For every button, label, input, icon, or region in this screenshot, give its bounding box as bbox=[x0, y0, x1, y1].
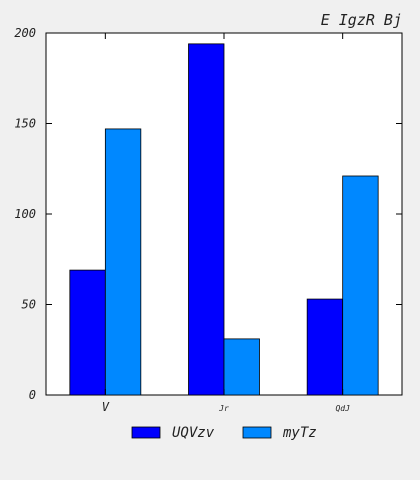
legend-swatch-uqvzv bbox=[131, 426, 161, 439]
x-axis: V Jr QdJ bbox=[102, 33, 350, 414]
x-tick-label: QdJ bbox=[335, 404, 350, 413]
legend-swatch-mytz bbox=[242, 426, 272, 439]
y-tick-label: 0 bbox=[29, 388, 36, 402]
bars-group bbox=[69, 43, 379, 396]
x-tick-label: Jr bbox=[218, 404, 229, 413]
y-tick-label: 150 bbox=[14, 117, 36, 131]
bar-uqvzv-jr bbox=[188, 43, 225, 396]
bar-uqvzv-qdj bbox=[306, 298, 344, 396]
bar-uqvzv-v bbox=[69, 269, 106, 396]
bar-mytz-jr bbox=[223, 338, 260, 396]
y-axis: 0 50 100 150 200 bbox=[14, 26, 402, 402]
chart-title: E IgzR Bj bbox=[321, 11, 402, 29]
y-tick-label: 200 bbox=[14, 26, 36, 40]
x-tick-label: V bbox=[102, 400, 110, 414]
y-tick-label: 100 bbox=[14, 207, 36, 221]
legend-label-uqvzv: UQVzv bbox=[172, 425, 215, 441]
legend: UQVzv myTz bbox=[131, 425, 317, 441]
bar-mytz-qdj bbox=[342, 175, 379, 396]
y-tick-label: 50 bbox=[22, 298, 36, 312]
legend-label-mytz: myTz bbox=[282, 425, 317, 441]
bar-mytz-v bbox=[104, 128, 142, 396]
